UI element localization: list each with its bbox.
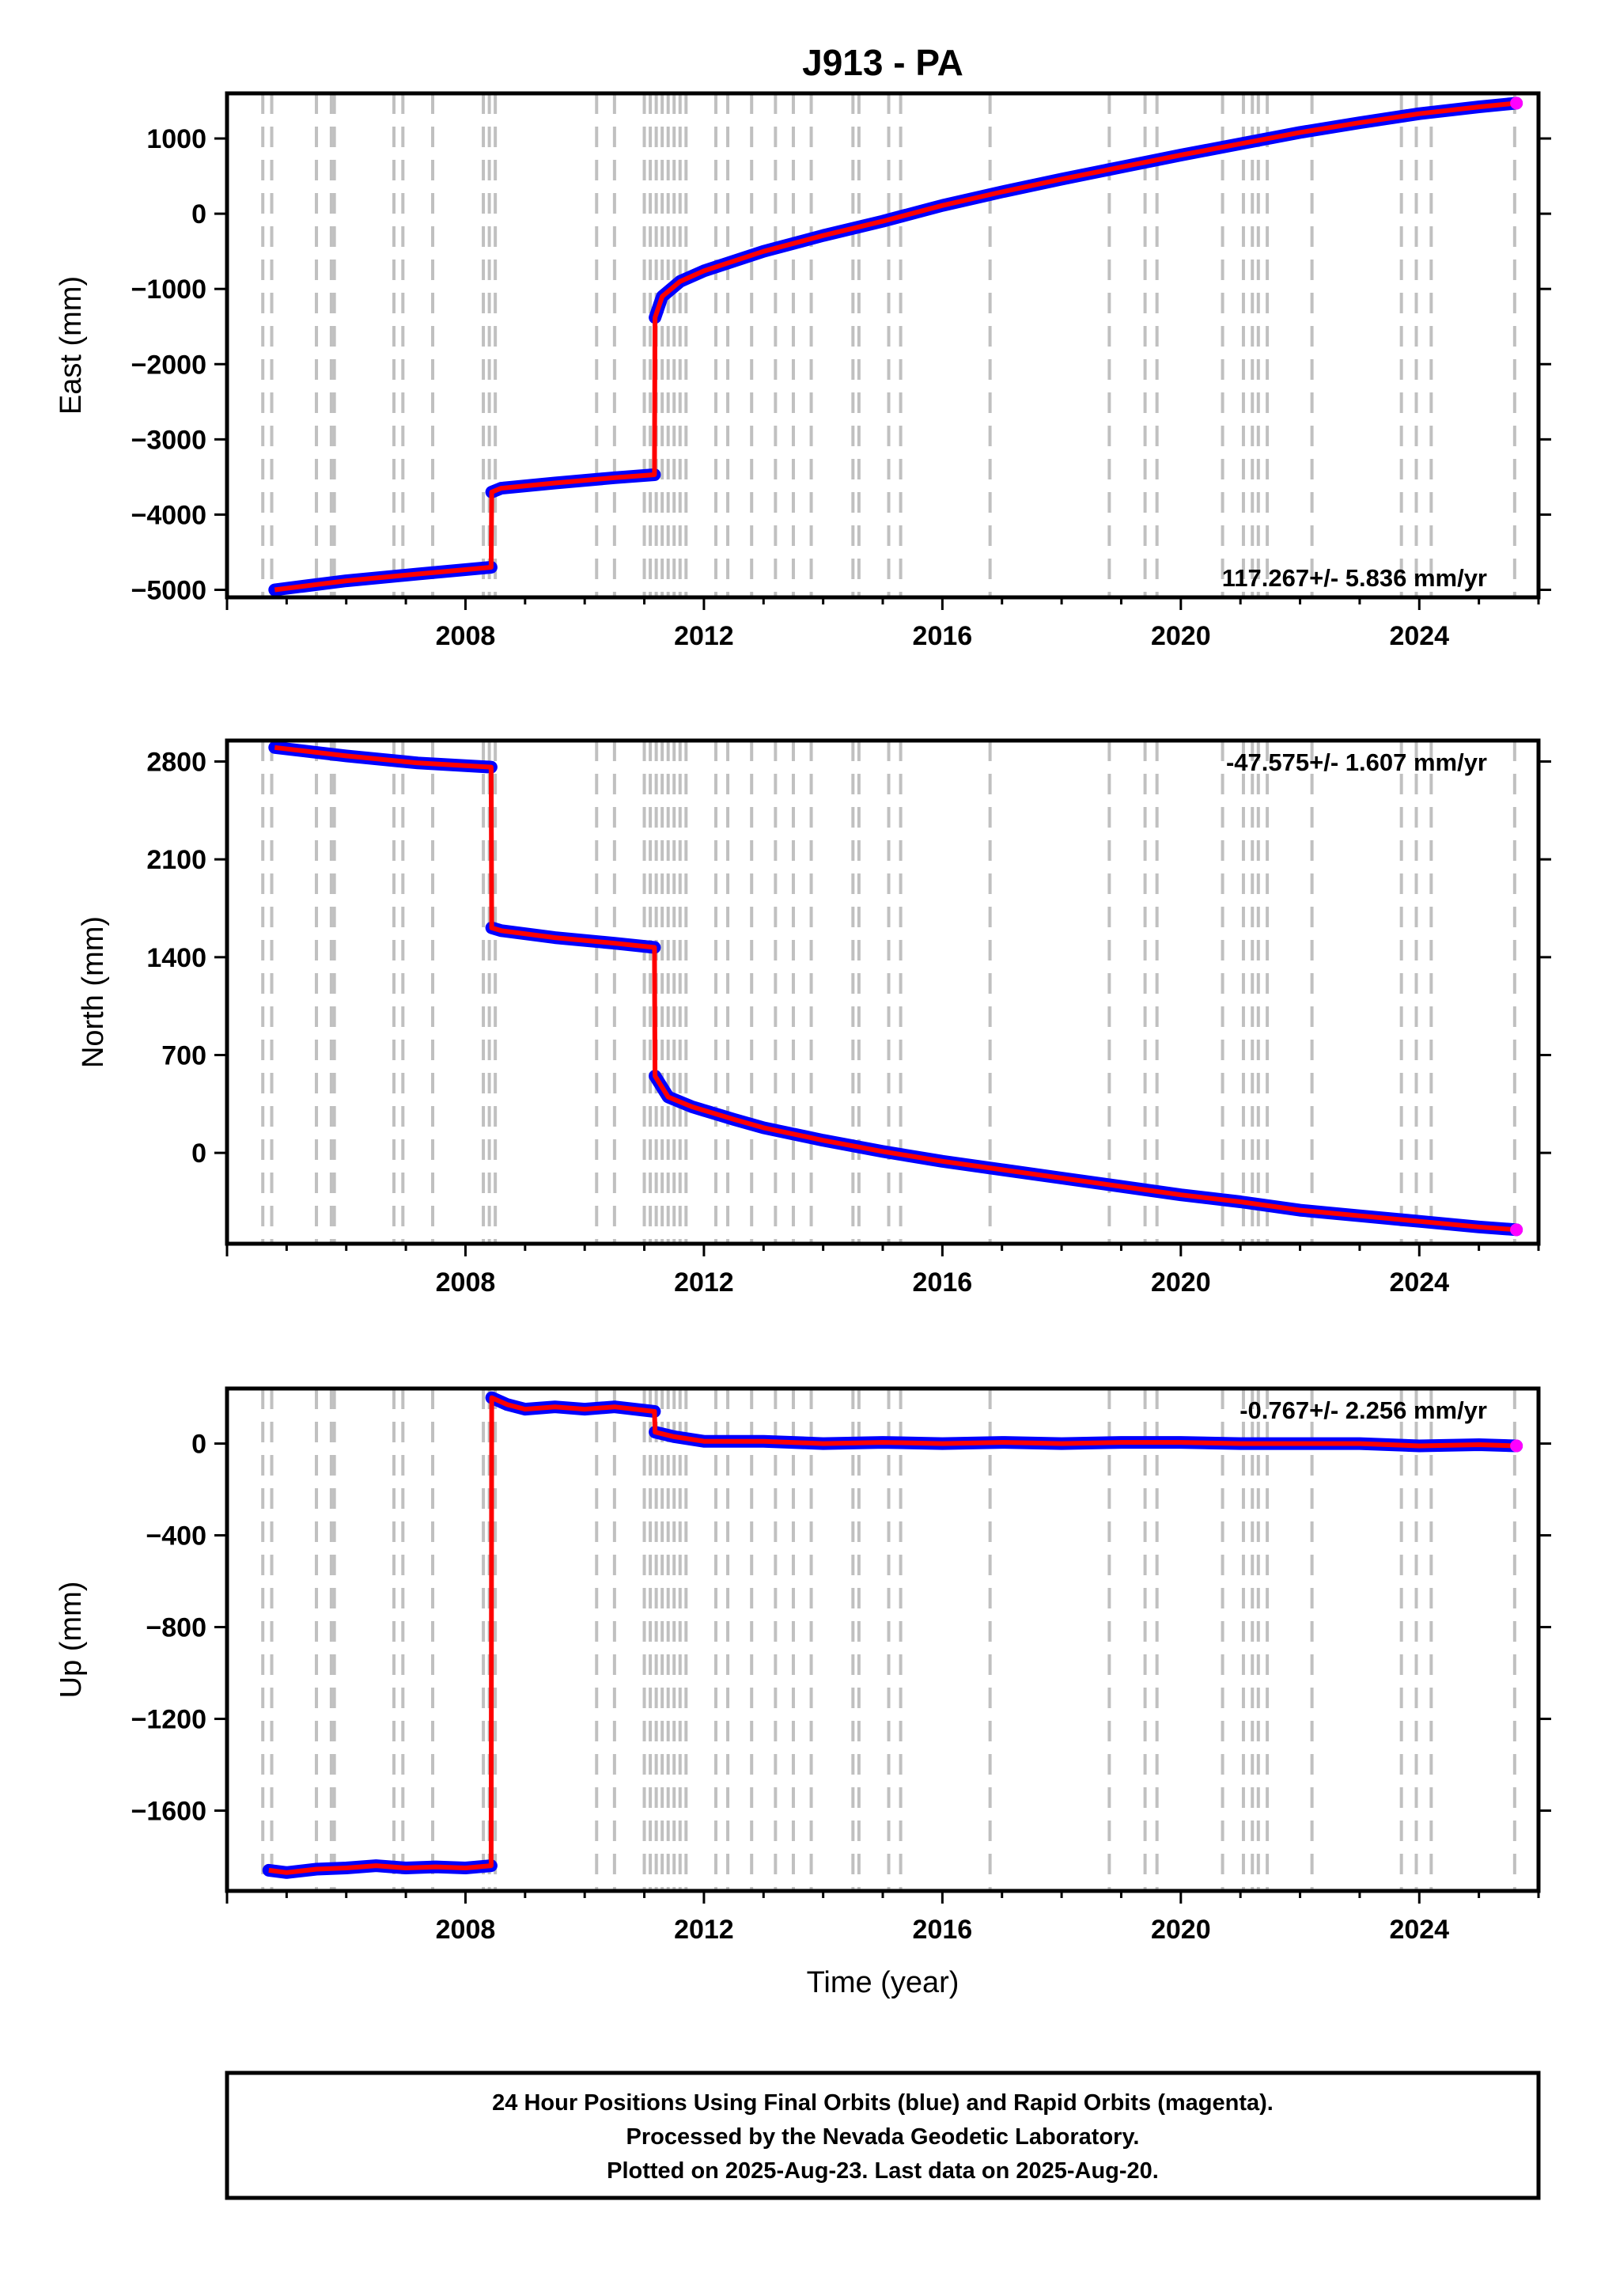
x-tick-label: 2020 (1151, 1915, 1211, 1945)
x-tick-label: 2008 (436, 621, 496, 651)
x-tick-label: 2016 (913, 1915, 973, 1945)
x-tick-label: 2024 (1389, 1267, 1449, 1298)
rate-annotation: -47.575+/- 1.607 mm/yr (1226, 748, 1487, 776)
y-axis-label: North (mm) (77, 916, 110, 1068)
y-tick-label: −1200 (131, 1705, 207, 1735)
y-tick-label: −3000 (131, 425, 207, 455)
model-fit-line (268, 1395, 1517, 1875)
y-tick-label: 1400 (146, 943, 206, 973)
x-tick-label: 2020 (1151, 1267, 1211, 1298)
y-tick-label: 0 (191, 1139, 206, 1169)
plot-area (261, 1389, 1523, 1891)
final-orbit-series-3 (649, 1070, 1523, 1237)
y-tick-label: 700 (161, 1041, 206, 1071)
y-tick-label: −1600 (131, 1797, 207, 1827)
x-tick-label: 2008 (436, 1267, 496, 1298)
y-tick-label: −5000 (131, 575, 207, 605)
y-tick-label: 0 (191, 1430, 206, 1460)
y-tick-label: −1000 (131, 275, 207, 305)
y-tick-label: −800 (146, 1613, 206, 1643)
rapid-orbit-point (1510, 1223, 1523, 1237)
figure-title: J913 - PA (802, 42, 963, 83)
x-tick-label: 2012 (674, 1267, 734, 1298)
panels: 2008 2012 2016 2020 2024 1000 0 −1000 −2000 −3000… (55, 91, 1551, 1999)
plot-area (261, 93, 1523, 597)
x-tick-label: 2020 (1151, 621, 1211, 651)
x-tick-label: 2012 (674, 1915, 734, 1945)
rate-annotation: 117.267+/- 5.836 mm/yr (1222, 564, 1487, 592)
x-tick-label: 2008 (436, 1915, 496, 1945)
plot-frame (225, 91, 1541, 600)
x-tick-label: 2024 (1389, 621, 1449, 651)
x-tick-label: 2016 (913, 621, 973, 651)
panel-up: 2008 2012 2016 2020 2024 0 −400 −800 −1200 −1600 U… (55, 1386, 1551, 1999)
rapid-orbit-point (1510, 1439, 1523, 1453)
final-orbit-series-3 (649, 97, 1523, 324)
footer-box: 24 Hour Positions Using Final Orbits (bl… (225, 2071, 1541, 2200)
y-tick-label: 2100 (146, 845, 206, 875)
footer-line-1: 24 Hour Positions Using Final Orbits (bl… (492, 2090, 1274, 2116)
panel-north: 2008 2012 2016 2020 2024 2800 2100 1400 700 0 Nort… (77, 738, 1551, 1298)
y-tick-label: 1000 (146, 124, 206, 154)
plot-frame (225, 738, 1541, 1246)
x-tick-label: 2024 (1389, 1915, 1449, 1945)
y-tick-label: −400 (146, 1521, 206, 1552)
footer-line-3: Plotted on 2025-Aug-23. Last data on 202… (607, 2158, 1159, 2184)
y-tick-label: −4000 (131, 500, 207, 530)
model-fit-line (274, 744, 1517, 1233)
y-tick-label: 2800 (146, 748, 206, 778)
x-tick-label: 2012 (674, 621, 734, 651)
y-tick-label: 0 (191, 199, 206, 229)
x-tick-label: 2016 (913, 1267, 973, 1298)
model-fit-line (274, 100, 1517, 593)
plot-frame (225, 1386, 1541, 1893)
plot-area (261, 741, 1523, 1244)
y-axis-label: East (mm) (55, 276, 88, 415)
y-axis-label: Up (mm) (55, 1582, 88, 1699)
footer-line-2: Processed by the Nevada Geodetic Laborat… (626, 2124, 1140, 2150)
panel-east: 2008 2012 2016 2020 2024 1000 0 −1000 −2000 −3000… (55, 91, 1551, 651)
x-axis-label: Time (year) (807, 1966, 959, 1999)
y-tick-label: −2000 (131, 350, 207, 380)
rapid-orbit-point (1510, 97, 1523, 110)
rate-annotation: -0.767+/- 2.256 mm/yr (1240, 1396, 1487, 1424)
